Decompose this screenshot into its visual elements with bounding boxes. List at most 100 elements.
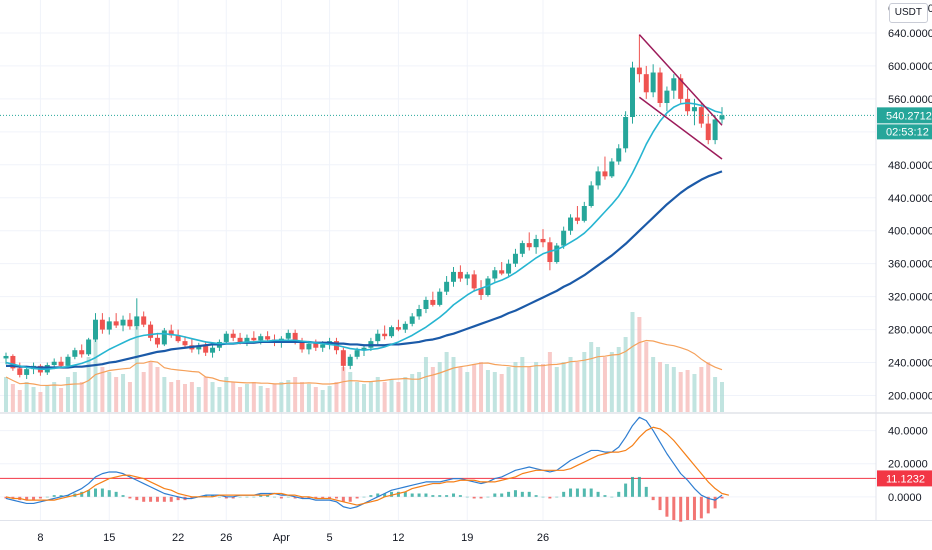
candle-body — [79, 350, 85, 355]
volume-bar — [465, 372, 470, 412]
histogram-bar — [224, 496, 228, 499]
candle-body — [526, 243, 532, 248]
histogram-bar — [631, 476, 634, 497]
candle-body — [540, 238, 546, 243]
wedge-pattern — [638, 34, 723, 160]
moving-averages — [0, 102, 876, 370]
candle-body — [423, 299, 429, 309]
candle-body — [602, 171, 608, 177]
candle-body — [451, 271, 456, 282]
volume-bar — [231, 382, 236, 412]
grid — [0, 0, 932, 521]
volume-bar — [658, 362, 663, 412]
volume-bar — [148, 362, 153, 412]
histogram-bar — [155, 496, 159, 502]
candle-body — [437, 291, 443, 305]
candle-body — [24, 369, 30, 375]
histogram-bar — [534, 495, 538, 497]
ma-fast-line — [5, 102, 723, 370]
volume-bar — [417, 372, 422, 412]
time-tick-label: 26 — [537, 532, 549, 544]
candle-body — [616, 148, 622, 162]
histogram-bar — [369, 495, 373, 497]
candle-body — [113, 321, 119, 326]
signal-line — [5, 426, 730, 506]
candle-body — [127, 319, 133, 327]
time-tick-label: 8 — [37, 532, 43, 544]
histogram-bar — [11, 496, 15, 499]
candle-body — [285, 332, 291, 339]
candle-body — [623, 117, 629, 149]
histogram-bar — [679, 496, 683, 522]
candle-body — [691, 107, 697, 112]
histogram-bar — [238, 496, 242, 498]
histogram-bar — [25, 496, 29, 501]
volume-bar — [79, 382, 84, 412]
histogram-bar — [548, 496, 552, 499]
volume-bar — [527, 367, 532, 412]
volume-bar — [685, 370, 690, 412]
candle-body — [416, 309, 422, 317]
histogram-bar — [383, 493, 387, 497]
candle-body — [182, 341, 188, 346]
volume-bar — [272, 384, 277, 412]
histogram-bar — [38, 496, 42, 499]
candle-body — [630, 67, 635, 118]
volume-bar — [561, 362, 566, 412]
volume-bar — [623, 337, 628, 412]
volume-bar — [258, 386, 263, 412]
volume-bar — [210, 382, 215, 412]
histogram-bar — [562, 491, 566, 497]
histogram-bar — [403, 491, 407, 497]
candle-body — [134, 316, 140, 327]
price-tick-label: 400.0000 — [888, 226, 932, 238]
volume-ma-line — [5, 339, 723, 387]
volume-bar — [93, 322, 98, 412]
candle-body — [175, 335, 181, 342]
volume-bar — [644, 342, 649, 412]
histogram-bar — [513, 490, 517, 497]
volume-bar — [189, 382, 194, 412]
histogram-bar — [651, 496, 655, 501]
candle-body — [3, 355, 9, 359]
candle-body — [93, 319, 98, 340]
candle-body — [554, 245, 560, 263]
volume-bar — [38, 392, 43, 412]
volume-bar — [313, 387, 318, 412]
candle-body — [389, 327, 395, 337]
histogram-bar — [472, 496, 476, 499]
candle-body — [568, 217, 574, 231]
volume-bar — [169, 382, 174, 412]
wedge-upper-line — [638, 34, 723, 126]
price-tick-label: 200.0000 — [888, 391, 932, 403]
candle-body — [382, 333, 388, 337]
candle-body — [72, 350, 78, 357]
volume-bar — [45, 386, 50, 412]
histogram-bar — [348, 496, 352, 502]
histogram-bar — [431, 495, 435, 497]
volume-bar — [616, 347, 621, 412]
volume-bar — [127, 382, 132, 412]
histogram-bar — [231, 496, 235, 499]
volume-bar — [437, 362, 442, 412]
volume-bar — [100, 367, 105, 412]
candle-body — [203, 346, 209, 353]
volume-bar — [279, 382, 284, 412]
histogram-bar — [169, 496, 173, 502]
indicator-tick-label: 20.0000 — [888, 459, 928, 471]
volume-bar — [479, 362, 484, 412]
histogram-bar — [658, 496, 662, 511]
histogram-bar — [211, 495, 215, 497]
currency-label[interactable]: USDT — [888, 3, 928, 23]
histogram-bar — [520, 491, 524, 497]
volume-bar — [196, 387, 201, 412]
histogram-bar — [617, 491, 621, 497]
candle-body — [299, 342, 305, 350]
candle-body — [65, 356, 71, 366]
histogram-bar — [438, 495, 442, 497]
volume-bar — [609, 352, 614, 412]
volume-bar — [320, 390, 325, 412]
histogram-bar — [4, 496, 8, 499]
candle-body — [313, 343, 319, 348]
